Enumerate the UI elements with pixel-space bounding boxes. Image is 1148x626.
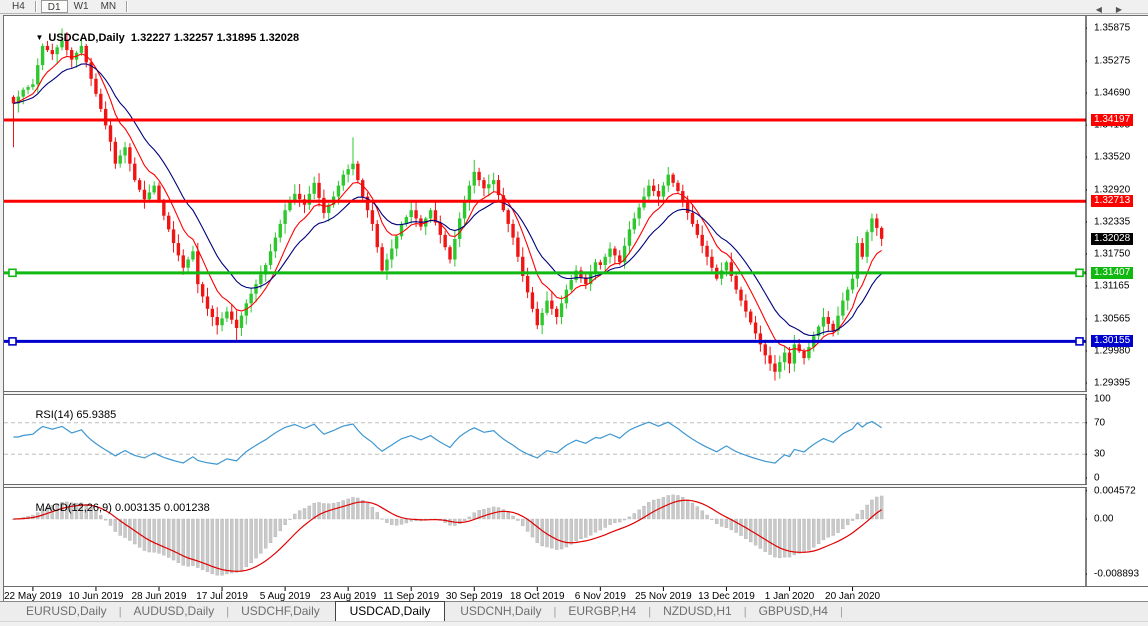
macd-tick-label: -0.008893 — [1094, 568, 1140, 580]
rsi-tick-label: 0 — [1094, 472, 1100, 484]
price-tick-label: 1.29395 — [1094, 377, 1131, 389]
date-tick-label: 22 May 2019 — [4, 591, 62, 602]
tab-separator: | — [743, 606, 747, 618]
chart-tab-eurusd[interactable]: EURUSD,Daily — [26, 604, 107, 618]
price-tick-label: 1.32920 — [1094, 184, 1131, 196]
tab-separator: | — [648, 606, 652, 618]
date-tick-label: 13 Dec 2019 — [698, 591, 755, 602]
price-tick-label: 1.31165 — [1094, 280, 1130, 292]
level-price-tag: 1.34197 — [1091, 114, 1134, 127]
rsi-pane: RSI(14) 65.9385 — [4, 395, 1148, 484]
chart-tab-eurgbp[interactable]: EURGBP,H4 — [568, 604, 637, 618]
macd-plot — [11, 488, 1090, 586]
pane-splitter-rsi[interactable] — [4, 391, 1148, 395]
hline-handle[interactable] — [1075, 337, 1084, 346]
date-tick-label: 5 Aug 2019 — [260, 591, 311, 602]
rsi-label: RSI(14) — [35, 409, 74, 421]
price-tick-label: 1.33520 — [1094, 151, 1131, 163]
quote-open: 1.32227 — [130, 32, 171, 44]
date-tick-label: 25 Nov 2019 — [635, 591, 692, 602]
chart-tab-audusd[interactable]: AUDUSD,Daily — [133, 604, 215, 618]
macd-signal-line — [13, 499, 882, 572]
level-price-tag: 1.32713 — [1091, 195, 1134, 208]
quote-low: 1.31895 — [216, 32, 257, 44]
price-tick-label: 1.32335 — [1094, 216, 1131, 228]
tab-scroll-arrows: ◀▶ — [1096, 5, 1136, 14]
tab-separator: | — [839, 606, 843, 618]
tab-separator: | — [553, 606, 557, 618]
tab-separator: | — [226, 606, 230, 618]
rsi-tick-label: 70 — [1094, 417, 1106, 429]
rsi-value: 65.9385 — [76, 409, 117, 421]
chart-tab-nzdusd[interactable]: NZDUSD,H1 — [663, 604, 732, 618]
date-tick-label: 1 Jan 2020 — [765, 591, 815, 602]
status-strip — [0, 621, 1148, 626]
timeframe-button-mn[interactable]: MN — [100, 1, 117, 12]
timeframe-toolbar: H4 D1 W1 MN — [0, 0, 1148, 14]
rsi-tick-label: 30 — [1094, 448, 1106, 460]
timeframe-button-w1[interactable]: W1 — [73, 1, 89, 12]
pane-splitter-macd[interactable] — [4, 484, 1148, 488]
macd-main-value: 0.003135 — [114, 502, 161, 514]
macd-pane: MACD(12,26,9) 0.003135 0.001238 — [4, 488, 1148, 586]
quote-high: 1.32257 — [173, 32, 214, 44]
symbol-dropdown-icon[interactable]: ▼ — [35, 33, 44, 42]
chart-tab-usdchf[interactable]: USDCHF,Daily — [241, 604, 320, 618]
date-tick-label: 10 Jun 2019 — [68, 591, 123, 602]
price-axis: 1.358751.352751.346901.341051.335201.329… — [1087, 16, 1148, 586]
timeframe-button-d1[interactable]: D1 — [40, 0, 68, 13]
macd-tick-label: 0.004572 — [1094, 485, 1136, 497]
date-tick-label: 20 Jan 2020 — [825, 591, 880, 602]
toolbar-separator — [34, 1, 37, 12]
candles — [11, 28, 884, 381]
price-tick-label: 1.34690 — [1094, 87, 1131, 99]
level-price-tag: 1.30155 — [1091, 335, 1134, 348]
hline-handle[interactable] — [8, 268, 17, 278]
price-pane: ▼ USDCAD,Daily 1.32227 1.32257 1.31895 1.… — [4, 16, 1148, 391]
moving-average-16 — [13, 63, 883, 336]
macd-signal-value: 0.001238 — [163, 502, 210, 514]
tab-separator: | — [118, 606, 122, 618]
rsi-plot — [4, 395, 1090, 484]
moving-average-8 — [13, 53, 882, 352]
hline-handle[interactable] — [8, 337, 17, 346]
candlestick-plot — [4, 16, 1090, 391]
rsi-tick-label: 100 — [1094, 393, 1111, 405]
date-tick-label: 6 Nov 2019 — [575, 591, 627, 602]
date-tick-label: 17 Jul 2019 — [196, 591, 248, 602]
date-tick-label: 30 Sep 2019 — [446, 591, 503, 602]
toolbar-separator — [126, 1, 129, 12]
macd-tick-label: 0.00 — [1094, 513, 1114, 525]
price-tick-label: 1.35275 — [1094, 55, 1131, 67]
date-tick-label: 23 Aug 2019 — [320, 591, 377, 602]
quote-symbol: USDCAD,Daily — [48, 32, 125, 44]
chart-tab-gbpusd[interactable]: GBPUSD,H4 — [758, 604, 828, 618]
chart-window: ▼ USDCAD,Daily 1.32227 1.32257 1.31895 1.… — [3, 15, 1148, 602]
chart-tab-usdcad[interactable]: USDCAD,Daily — [334, 601, 446, 622]
tab-scroll-right-icon[interactable]: ▶ — [1115, 5, 1136, 14]
price-tick-label: 1.35875 — [1094, 22, 1131, 34]
current-price-tag: 1.32028 — [1091, 232, 1134, 245]
date-axis: 22 May 2019 10 Jun 2019 28 Jun 2019 17 Jul … — [4, 586, 1148, 602]
tab-scroll-left-icon[interactable]: ◀ — [1095, 5, 1116, 14]
price-tick-label: 1.30565 — [1094, 313, 1131, 325]
date-tick-label: 28 Jun 2019 — [131, 591, 186, 602]
rsi-label-line: RSI(14) 65.9385 — [11, 397, 116, 433]
date-tick-label: 11 Sep 2019 — [383, 591, 439, 602]
macd-label: MACD(12,26,9) — [35, 502, 112, 514]
price-tick-label: 1.31750 — [1094, 248, 1131, 260]
price-tick-label: 1.29980 — [1094, 345, 1131, 357]
macd-label-line: MACD(12,26,9) 0.003135 0.001238 — [11, 490, 210, 526]
chart-tab-usdcnh[interactable]: USDCNH,Daily — [460, 604, 542, 618]
quote-close: 1.32028 — [259, 32, 300, 44]
rsi-line — [13, 420, 882, 465]
date-tick-label: 18 Oct 2019 — [510, 591, 565, 602]
quote-line: ▼ USDCAD,Daily 1.32227 1.32257 1.31895 1.… — [11, 20, 299, 56]
level-price-tag: 1.31407 — [1091, 266, 1134, 279]
timeframe-button-h4[interactable]: H4 — [12, 1, 25, 12]
hline-handle[interactable] — [1075, 268, 1084, 278]
symbol-tabbar: EURUSD,Daily | AUDUSD,Daily | USDCHF,Daily | U… — [0, 601, 1148, 622]
